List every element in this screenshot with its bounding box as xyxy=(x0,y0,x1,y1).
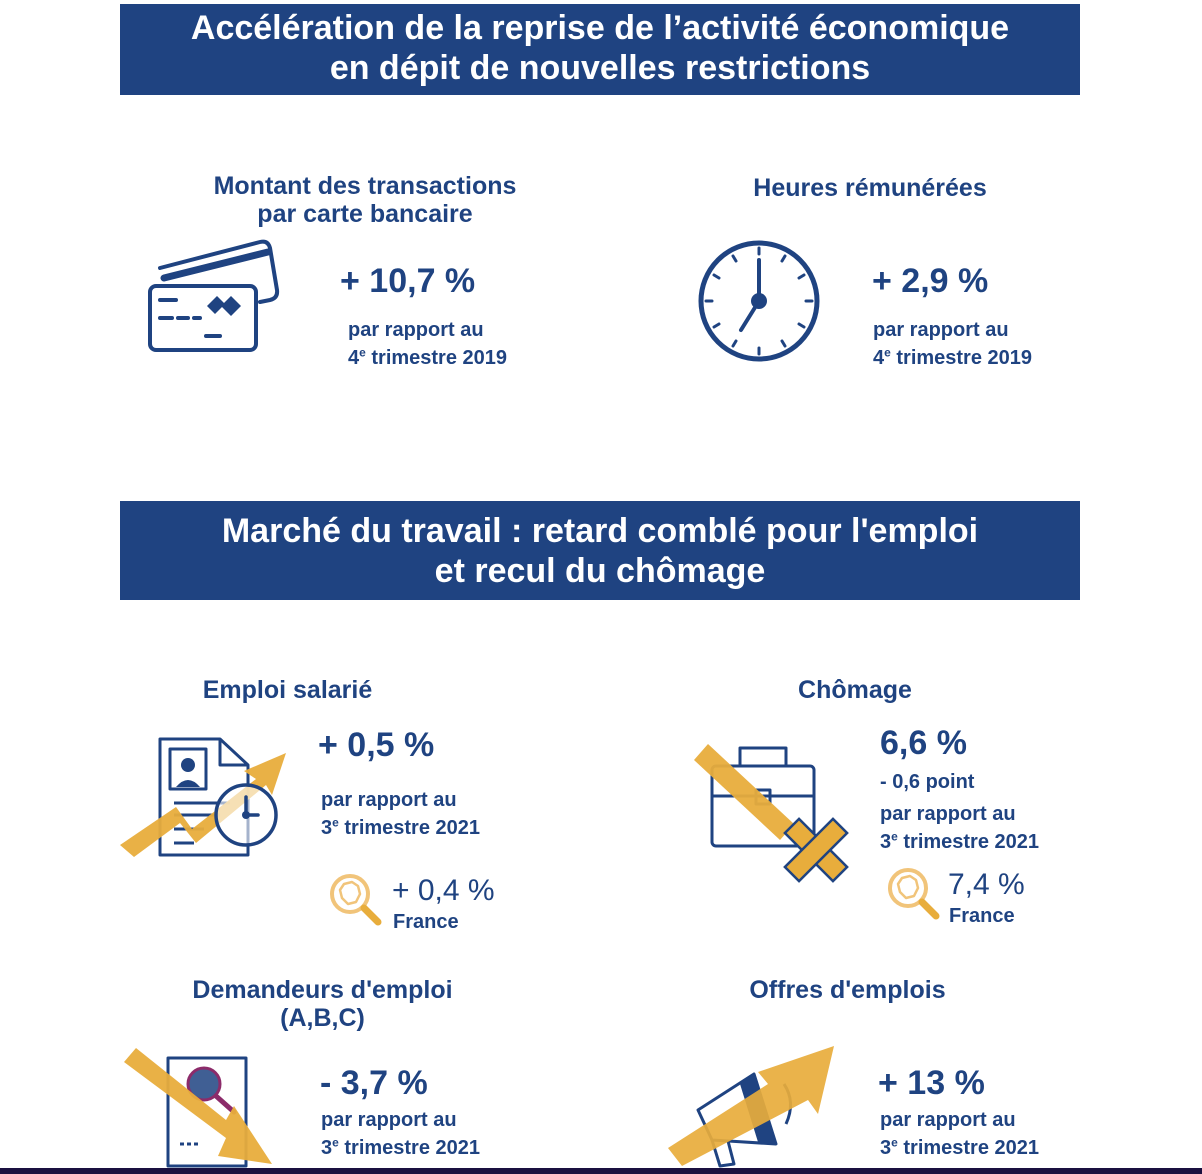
hours-ref-sup: e xyxy=(884,345,891,360)
clock-icon xyxy=(698,240,820,362)
employment-ref-line1: par rapport au xyxy=(321,789,457,811)
unemployment-value: 6,6 % xyxy=(880,724,967,762)
employment-ref-num: 3 xyxy=(321,817,333,839)
card-ref-line1: par rapport au xyxy=(348,319,484,341)
offers-title: Offres d'emplois xyxy=(720,976,975,1004)
card-title-line1: Montant des transactions xyxy=(213,172,517,200)
employment-value: + 0,5 % xyxy=(318,726,435,764)
hours-title-line1: Heures rémunérées xyxy=(753,174,987,202)
offers-title-line1: Offres d'emplois xyxy=(749,976,946,1004)
briefcase-cross-icon xyxy=(694,744,849,883)
banner-labour: Marché du travail : retard comblé pour l… xyxy=(120,501,1080,600)
document-search-arrow-down-icon xyxy=(124,1048,272,1168)
france-magnifier-icon xyxy=(888,868,940,920)
card-title-line2: par carte bancaire xyxy=(257,200,473,228)
hours-ref-line2: 4e trimestre 2019 xyxy=(873,344,1032,372)
megaphone-arrow-up-icon xyxy=(668,1046,834,1168)
employment-reference: par rapport au 3e trimestre 2021 xyxy=(321,786,480,842)
cv-clock-arrow-up-icon xyxy=(120,737,286,857)
unemployment-ref-line1: par rapport au xyxy=(880,803,1016,825)
employment-ref-line2: 3e trimestre 2021 xyxy=(321,814,480,842)
card-title: Montant des transactions par carte banca… xyxy=(170,172,560,228)
employment-title: Emploi salarié xyxy=(160,676,415,704)
employment-ref-sup: e xyxy=(332,815,339,830)
jobseekers-title-line2: (A,B,C) xyxy=(280,1004,365,1032)
employment-title-line1: Emploi salarié xyxy=(202,676,373,704)
unemployment-title: Chômage xyxy=(770,676,940,704)
hours-reference: par rapport au 4e trimestre 2019 xyxy=(873,316,1032,372)
jobseekers-ref-line2: 3e trimestre 2021 xyxy=(321,1134,480,1162)
unemployment-ref-num: 3 xyxy=(880,831,892,853)
banner-activity: Accélération de la reprise de l’activité… xyxy=(120,4,1080,95)
france-magnifier-icon xyxy=(330,874,382,926)
jobseekers-title: Demandeurs d'emploi (A,B,C) xyxy=(160,976,485,1032)
hours-ref-num: 4 xyxy=(873,347,885,369)
card-ref-rest: trimestre 2019 xyxy=(365,347,508,369)
unemployment-france-value: 7,4 % xyxy=(948,868,1025,901)
jobseekers-value: - 3,7 % xyxy=(320,1064,428,1102)
offers-reference: par rapport au 3e trimestre 2021 xyxy=(880,1106,1039,1162)
banner-labour-line2: et recul du chômage xyxy=(434,552,766,590)
jobseekers-ref-sup: e xyxy=(332,1135,339,1150)
jobseekers-ref-line1: par rapport au xyxy=(321,1109,457,1131)
banner-activity-line1: Accélération de la reprise de l’activité… xyxy=(190,9,1010,47)
card-value: + 10,7 % xyxy=(340,262,476,300)
employment-france-value: + 0,4 % xyxy=(392,874,495,907)
window-bottom-edge xyxy=(0,1168,1202,1174)
hours-title: Heures rémunérées xyxy=(700,174,1040,202)
offers-ref-rest: trimestre 2021 xyxy=(897,1137,1040,1159)
offers-ref-line2: 3e trimestre 2021 xyxy=(880,1134,1039,1162)
offers-ref-sup: e xyxy=(891,1135,898,1150)
card-ref-num: 4 xyxy=(348,347,360,369)
unemployment-france-label: France xyxy=(949,905,1015,927)
offers-ref-line1: par rapport au xyxy=(880,1109,1016,1131)
hours-ref-rest: trimestre 2019 xyxy=(890,347,1033,369)
offers-value: + 13 % xyxy=(878,1064,985,1102)
jobseekers-title-line1: Demandeurs d'emploi xyxy=(192,976,453,1004)
card-ref-sup: e xyxy=(359,345,366,360)
employment-france-label: France xyxy=(393,911,459,933)
card-reference: par rapport au 4e trimestre 2019 xyxy=(348,316,507,372)
unemployment-ref-rest: trimestre 2021 xyxy=(897,831,1040,853)
banner-activity-line2: en dépit de nouvelles restrictions xyxy=(329,49,871,87)
offers-ref-num: 3 xyxy=(880,1137,892,1159)
unemployment-change: - 0,6 point xyxy=(880,771,975,793)
unemployment-reference: par rapport au 3e trimestre 2021 xyxy=(880,800,1039,856)
banner-labour-line1: Marché du travail : retard comblé pour l… xyxy=(221,512,979,550)
jobseekers-reference: par rapport au 3e trimestre 2021 xyxy=(321,1106,480,1162)
unemployment-ref-sup: e xyxy=(891,829,898,844)
jobseekers-ref-rest: trimestre 2021 xyxy=(338,1137,481,1159)
card-ref-line2: 4e trimestre 2019 xyxy=(348,344,507,372)
hours-value: + 2,9 % xyxy=(872,262,989,300)
unemployment-ref-line2: 3e trimestre 2021 xyxy=(880,828,1039,856)
unemployment-title-line1: Chômage xyxy=(798,676,912,704)
employment-ref-rest: trimestre 2021 xyxy=(338,817,481,839)
hours-ref-line1: par rapport au xyxy=(873,319,1009,341)
credit-card-icon xyxy=(148,239,280,352)
jobseekers-ref-num: 3 xyxy=(321,1137,333,1159)
